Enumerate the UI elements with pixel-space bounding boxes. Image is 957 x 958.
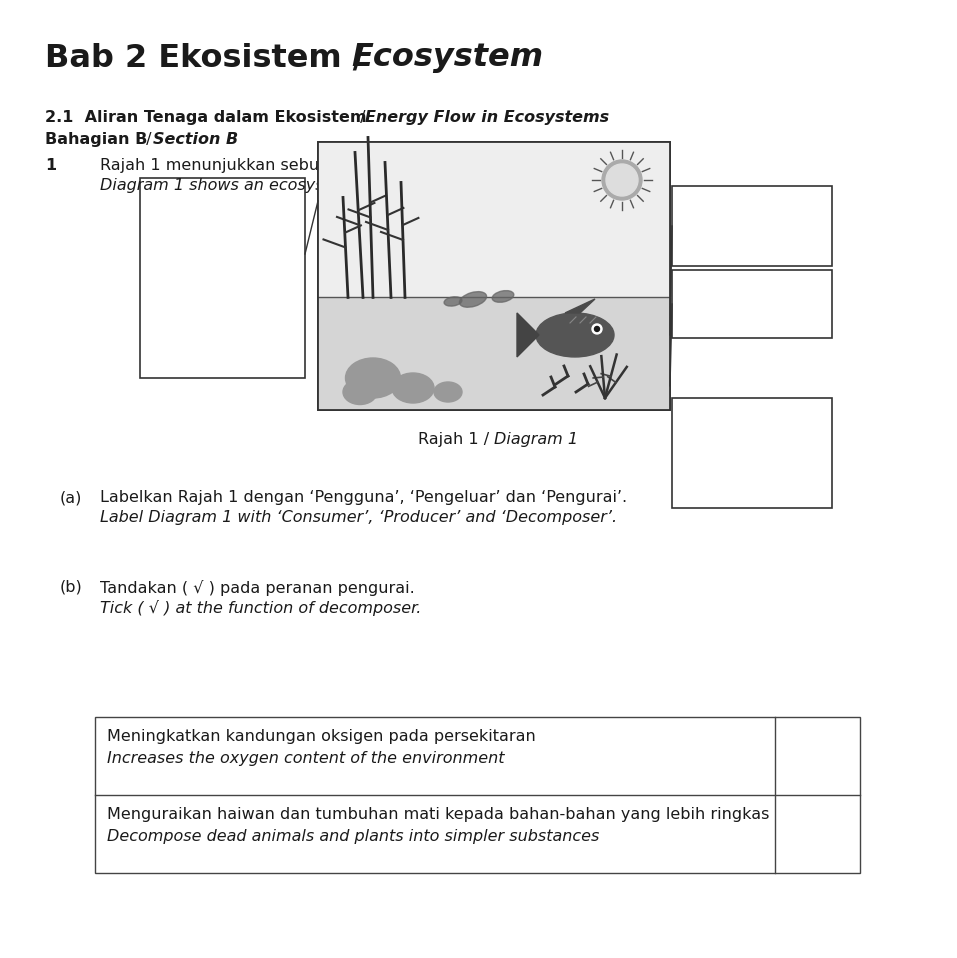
Ellipse shape bbox=[434, 382, 462, 402]
Circle shape bbox=[606, 164, 638, 196]
Ellipse shape bbox=[345, 358, 400, 398]
Text: Bahagian B: Bahagian B bbox=[45, 132, 147, 147]
Text: Section B: Section B bbox=[153, 132, 238, 147]
Ellipse shape bbox=[444, 297, 462, 307]
Polygon shape bbox=[565, 299, 595, 313]
Bar bbox=[318, 297, 670, 410]
Bar bbox=[140, 178, 305, 378]
Text: Increases the oxygen content of the environment: Increases the oxygen content of the envi… bbox=[107, 751, 504, 766]
Text: Menguraikan haiwan dan tumbuhan mati kepada bahan-bahan yang lebih ringkas: Menguraikan haiwan dan tumbuhan mati kep… bbox=[107, 807, 769, 822]
Text: Diagram 1 shows an ecosystem.: Diagram 1 shows an ecosystem. bbox=[100, 178, 361, 193]
Circle shape bbox=[602, 160, 642, 200]
Polygon shape bbox=[517, 313, 539, 357]
Circle shape bbox=[592, 324, 602, 334]
Text: Rajah 1 /: Rajah 1 / bbox=[418, 432, 494, 447]
Ellipse shape bbox=[459, 291, 486, 308]
Text: (b): (b) bbox=[60, 580, 82, 595]
Bar bbox=[672, 186, 832, 266]
Text: Labelkan Rajah 1 dengan ‘Pengguna’, ‘Pengeluar’ dan ‘Pengurai’.: Labelkan Rajah 1 dengan ‘Pengguna’, ‘Pen… bbox=[100, 490, 627, 505]
Text: Rajah 1 menunjukkan sebuah ekosistem.: Rajah 1 menunjukkan sebuah ekosistem. bbox=[100, 158, 431, 173]
Text: Ecosystem: Ecosystem bbox=[351, 42, 544, 73]
Text: Diagram 1: Diagram 1 bbox=[494, 432, 578, 447]
Ellipse shape bbox=[492, 290, 514, 303]
Text: Tick ( √ ) at the function of decomposer.: Tick ( √ ) at the function of decomposer… bbox=[100, 600, 421, 616]
Ellipse shape bbox=[392, 373, 434, 403]
Text: /: / bbox=[355, 110, 370, 125]
Circle shape bbox=[594, 327, 599, 331]
Text: Meningkatkan kandungan oksigen pada persekitaran: Meningkatkan kandungan oksigen pada pers… bbox=[107, 729, 536, 744]
Text: Decompose dead animals and plants into simpler substances: Decompose dead animals and plants into s… bbox=[107, 829, 599, 844]
Text: Energy Flow in Ecosystems: Energy Flow in Ecosystems bbox=[365, 110, 609, 125]
Text: 1: 1 bbox=[45, 158, 56, 173]
Text: Label Diagram 1 with ‘Consumer’, ‘Producer’ and ‘Decomposer’.: Label Diagram 1 with ‘Consumer’, ‘Produc… bbox=[100, 510, 617, 525]
Bar bbox=[318, 142, 670, 410]
Text: /: / bbox=[141, 132, 157, 147]
Text: Bab 2 Ekosistem /: Bab 2 Ekosistem / bbox=[45, 42, 376, 73]
Bar bbox=[318, 142, 670, 297]
Bar bbox=[672, 398, 832, 508]
Bar bbox=[95, 717, 860, 873]
Ellipse shape bbox=[343, 379, 377, 404]
Bar bbox=[318, 142, 670, 410]
Text: (a): (a) bbox=[60, 490, 82, 505]
Ellipse shape bbox=[536, 313, 614, 357]
Bar bbox=[672, 270, 832, 338]
Text: Tandakan ( √ ) pada peranan pengurai.: Tandakan ( √ ) pada peranan pengurai. bbox=[100, 580, 414, 596]
Text: 2.1  Aliran Tenaga dalam Ekosistem: 2.1 Aliran Tenaga dalam Ekosistem bbox=[45, 110, 367, 125]
